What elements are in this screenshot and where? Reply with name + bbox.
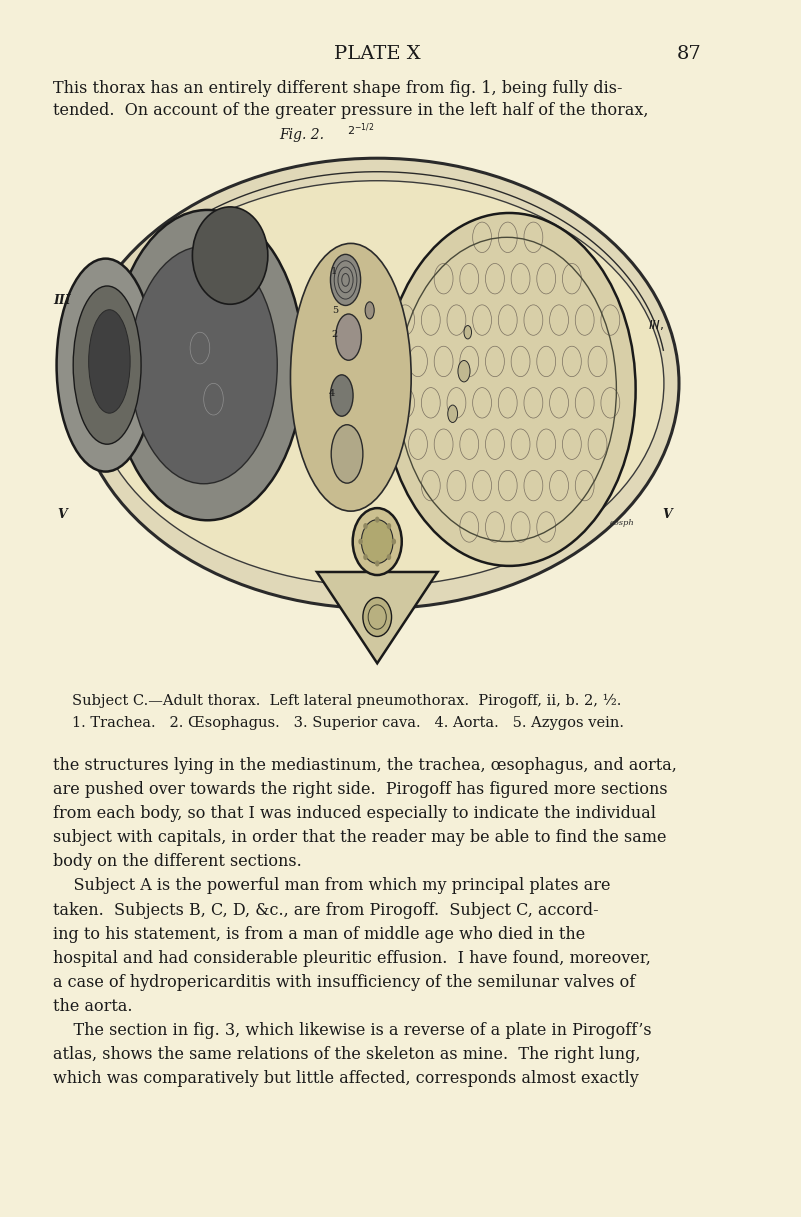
Ellipse shape: [387, 523, 391, 529]
Polygon shape: [317, 572, 437, 663]
Ellipse shape: [336, 314, 361, 360]
Text: $III,$: $III,$: [649, 318, 664, 332]
Ellipse shape: [91, 180, 664, 585]
Text: body on the different sections.: body on the different sections.: [53, 853, 301, 870]
Ellipse shape: [73, 286, 141, 444]
Ellipse shape: [89, 310, 130, 413]
Text: 4: 4: [329, 388, 335, 398]
Ellipse shape: [291, 243, 411, 511]
Text: are pushed over towards the right side.  Pirogoff has figured more sections: are pushed over towards the right side. …: [53, 781, 667, 798]
Text: 2: 2: [332, 330, 338, 340]
Ellipse shape: [387, 554, 391, 560]
Text: atlas, shows the same relations of the skeleton as mine.  The right lung,: atlas, shows the same relations of the s…: [53, 1047, 640, 1064]
Ellipse shape: [352, 507, 402, 574]
Ellipse shape: [392, 538, 396, 545]
Text: V: V: [662, 509, 673, 521]
Ellipse shape: [464, 325, 472, 338]
Ellipse shape: [448, 405, 457, 422]
Text: Fig. 2.: Fig. 2.: [279, 128, 324, 142]
Text: The section in fig. 3, which likewise is a reverse of a plate in Pirogoff’s: The section in fig. 3, which likewise is…: [53, 1022, 651, 1039]
Text: V: V: [57, 509, 66, 521]
Ellipse shape: [363, 554, 368, 560]
Text: 87: 87: [677, 45, 702, 63]
Ellipse shape: [331, 425, 363, 483]
Ellipse shape: [363, 523, 368, 529]
Text: This thorax has an entirely different shape from fig. 1, being fully dis-: This thorax has an entirely different sh…: [53, 80, 622, 97]
Ellipse shape: [331, 254, 360, 305]
Text: PLATE X: PLATE X: [334, 45, 421, 63]
Text: the aorta.: the aorta.: [53, 998, 132, 1015]
Text: 5: 5: [332, 305, 338, 315]
Ellipse shape: [375, 516, 380, 523]
Text: subject with capitals, in order that the reader may be able to find the same: subject with capitals, in order that the…: [53, 829, 666, 846]
Ellipse shape: [331, 375, 353, 416]
Ellipse shape: [458, 360, 470, 382]
Text: Subject A is the powerful man from which my principal plates are: Subject A is the powerful man from which…: [53, 877, 610, 894]
Ellipse shape: [75, 158, 679, 608]
Text: hospital and had considerable pleuritic effusion.  I have found, moreover,: hospital and had considerable pleuritic …: [53, 949, 650, 966]
Text: III: III: [53, 295, 70, 307]
Ellipse shape: [363, 598, 392, 636]
Text: which was comparatively but little affected, corresponds almost exactly: which was comparatively but little affec…: [53, 1070, 638, 1087]
Text: from each body, so that I was induced especially to indicate the individual: from each body, so that I was induced es…: [53, 806, 656, 823]
Ellipse shape: [375, 560, 380, 567]
Text: $2^{-{1}/{2}}$: $2^{-{1}/{2}}$: [347, 122, 375, 139]
Ellipse shape: [130, 246, 277, 483]
Ellipse shape: [111, 209, 304, 521]
Text: 1. Trachea.   2. Œsophagus.   3. Superior cava.   4. Aorta.   5. Azygos vein.: 1. Trachea. 2. Œsophagus. 3. Superior ca…: [71, 716, 624, 730]
Text: taken.  Subjects B, C, D, &c., are from Pirogoff.  Subject C, accord-: taken. Subjects B, C, D, &c., are from P…: [53, 902, 598, 919]
Text: 1: 1: [330, 267, 336, 276]
Ellipse shape: [192, 207, 268, 304]
Text: the structures lying in the mediastinum, the trachea, œsophagus, and aorta,: the structures lying in the mediastinum,…: [53, 757, 677, 774]
Ellipse shape: [361, 520, 393, 563]
Text: ing to his statement, is from a man of middle age who died in the: ing to his statement, is from a man of m…: [53, 926, 585, 943]
Text: Subject C.—Adult thorax.  Left lateral pneumothorax.  Pirogoff, ii, b. 2, ½.: Subject C.—Adult thorax. Left lateral pn…: [71, 694, 621, 708]
Text: a case of hydropericarditis with insufficiency of the semilunar valves of: a case of hydropericarditis with insuffi…: [53, 974, 635, 991]
Ellipse shape: [365, 302, 374, 319]
Text: cosph: cosph: [610, 520, 635, 527]
Ellipse shape: [358, 538, 363, 545]
Ellipse shape: [57, 259, 155, 471]
Ellipse shape: [383, 213, 636, 566]
Text: tended.  On account of the greater pressure in the left half of the thorax,: tended. On account of the greater pressu…: [53, 102, 648, 119]
